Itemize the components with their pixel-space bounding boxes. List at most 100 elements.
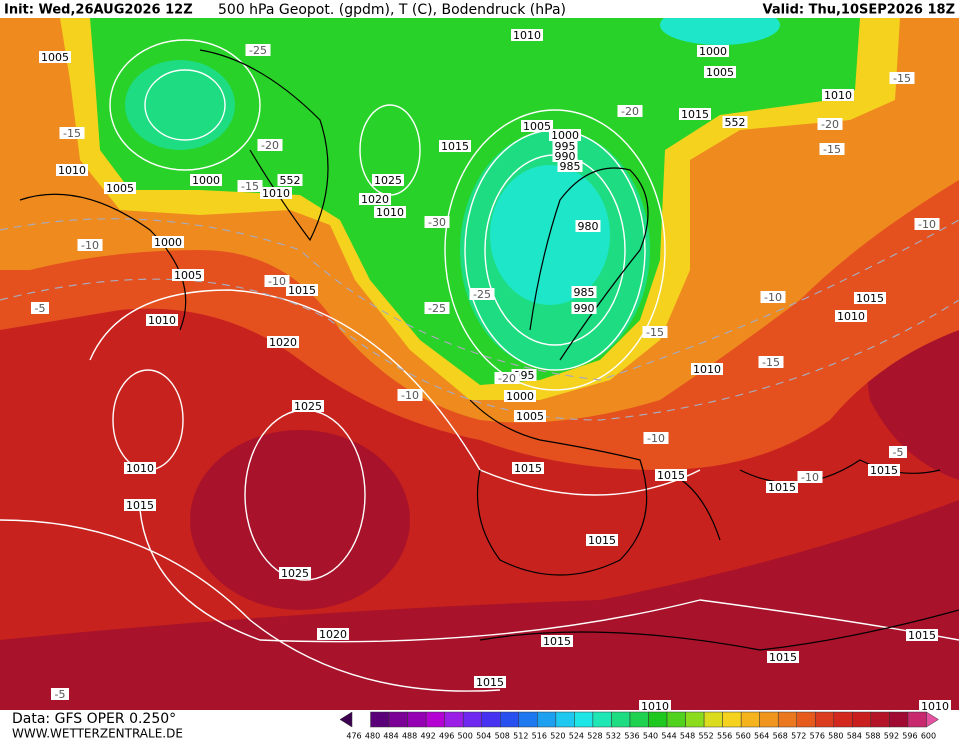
map-label: -15 (823, 143, 841, 156)
colorbar-label: 560 (736, 732, 751, 741)
map-label: -15 (646, 326, 664, 339)
label-bg (59, 127, 85, 139)
colorbar-cell (759, 711, 779, 728)
label-bg (469, 288, 495, 300)
colorbar-cell (648, 711, 668, 728)
map-label: 1010 (921, 700, 949, 713)
map-label: 1020 (319, 628, 347, 641)
label-bg (237, 180, 263, 192)
map-label: -25 (428, 302, 446, 315)
colorbar-cell (425, 711, 445, 728)
colorbar-label: 588 (865, 732, 880, 741)
label-bg (854, 292, 886, 304)
map-label: 1015 (441, 140, 469, 153)
map-label: 1015 (870, 464, 898, 477)
colorbar-cell (852, 711, 872, 728)
label-bg (172, 269, 204, 281)
map-label: 1015 (769, 651, 797, 664)
label-bg (245, 44, 271, 56)
map-label: -15 (63, 127, 81, 140)
map-label: 1005 (523, 120, 551, 133)
colorbar-label: 536 (624, 732, 639, 741)
map-label: -5 (55, 688, 66, 701)
map-label: 1000 (154, 236, 182, 249)
colorbar-label: 564 (754, 732, 769, 741)
label-bg (104, 182, 136, 194)
colorbar-label: 552 (698, 732, 713, 741)
map-label: 1020 (269, 336, 297, 349)
colorbar-label: 580 (828, 732, 843, 741)
colorbar-cell (796, 711, 816, 728)
colorbar-cell (703, 711, 723, 728)
label-bg (906, 629, 938, 641)
label-bg (722, 116, 748, 128)
colorbar-cell (462, 711, 482, 728)
map-label: -20 (261, 139, 279, 152)
colorbar-cell (815, 711, 835, 728)
map-label: 1015 (908, 629, 936, 642)
field-darkred (190, 430, 410, 610)
label-bg (835, 310, 867, 322)
colorbar-label: 492 (420, 732, 435, 741)
map-label: 1010 (513, 29, 541, 42)
label-bg (575, 220, 601, 232)
colorbar-cell (833, 711, 853, 728)
label-bg (822, 89, 854, 101)
colorbar-label: 480 (365, 732, 380, 741)
colorbar-end (339, 711, 353, 728)
label-bg (190, 174, 222, 186)
map-label: 1005 (106, 182, 134, 195)
colorbar-label: 520 (550, 732, 565, 741)
map-label: 1005 (41, 51, 69, 64)
colorbar-cell (518, 711, 538, 728)
colorbar-cell (592, 711, 612, 728)
map-label: 1000 (551, 129, 579, 142)
colorbar-label: 596 (902, 732, 917, 741)
label-bg (514, 410, 546, 422)
colorbar-cell (388, 711, 408, 728)
colorbar-label: 572 (791, 732, 806, 741)
label-bg (549, 129, 581, 141)
label-bg (359, 193, 391, 205)
map-label: 1010 (126, 462, 154, 475)
label-bg (552, 150, 578, 162)
map-label: 1010 (58, 164, 86, 177)
map-label: -10 (918, 218, 936, 231)
colorbar-cell (685, 711, 705, 728)
map-label: 552 (280, 174, 301, 187)
label-bg (552, 140, 578, 152)
colorbar-label: 524 (569, 732, 584, 741)
label-bg (439, 140, 471, 152)
map-label: 1015 (657, 469, 685, 482)
map (0, 5, 959, 710)
colorbar-cell (777, 711, 797, 728)
map-label: -10 (647, 432, 665, 445)
colorbar-label: 488 (402, 732, 417, 741)
label-bg (817, 118, 843, 130)
map-label: -10 (268, 275, 286, 288)
colorbar-cell (370, 711, 390, 728)
label-bg (124, 462, 156, 474)
colorbar-label: 500 (458, 732, 473, 741)
colorbar-label: 568 (773, 732, 788, 741)
label-bg (152, 236, 184, 248)
map-label: 1020 (361, 193, 389, 206)
map-label: -15 (762, 356, 780, 369)
map-label: 1010 (837, 310, 865, 323)
colorbar-cell (870, 711, 890, 728)
label-bg (639, 700, 671, 712)
label-bg (691, 363, 723, 375)
map-label: -10 (401, 389, 419, 402)
colorbar-cell (889, 711, 909, 728)
map-label: 1005 (174, 269, 202, 282)
colorbar-cell (537, 711, 557, 728)
map-label: 1005 (516, 410, 544, 423)
label-bg (317, 628, 349, 640)
label-bg (758, 356, 784, 368)
map-label: 1015 (288, 284, 316, 297)
map-label: 1010 (262, 187, 290, 200)
colorbar-end (926, 711, 939, 728)
label-bg (260, 187, 292, 199)
label-bg (424, 302, 450, 314)
colorbar-cell (407, 711, 427, 728)
